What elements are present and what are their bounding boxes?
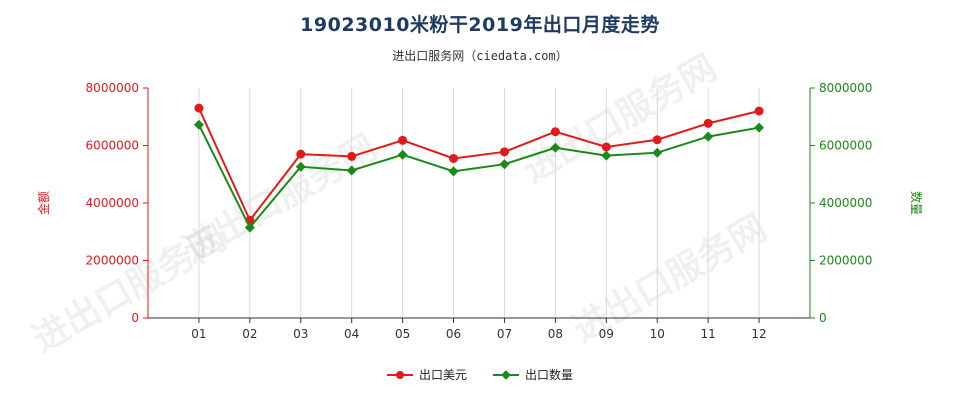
data-point-2[interactable]	[346, 165, 357, 176]
data-point-1[interactable]	[601, 142, 611, 152]
right-tick-label: 2000000	[819, 254, 872, 268]
x-tick-label: 03	[293, 327, 308, 341]
series-layer	[193, 103, 765, 233]
grid	[198, 88, 760, 318]
left-tick-label: 0	[131, 311, 139, 325]
axes: 0 2000000 4000000 6000000 8000000 0 2000000 400…	[36, 81, 924, 341]
left-tick-label: 2000000	[86, 254, 139, 268]
x-tick-label: 01	[191, 327, 206, 341]
x-tick-label: 11	[701, 327, 716, 341]
data-point-2[interactable]	[652, 147, 663, 158]
data-point-2[interactable]	[499, 159, 510, 170]
chart-subtitle: 进出口服务网（ciedata.com）	[392, 49, 568, 63]
legend-item-usd[interactable]: 出口美元	[386, 366, 467, 383]
series-line-1	[198, 107, 760, 223]
left-tick-label: 8000000	[86, 81, 139, 95]
legend-item-qty[interactable]: 出口数量	[493, 366, 573, 383]
left-tick-label: 4000000	[86, 196, 139, 210]
chart-title: 19023010米粉干2019年出口月度走势	[300, 14, 660, 36]
legend-swatch-usd	[386, 369, 413, 381]
x-tick-label: 06	[446, 327, 461, 341]
x-tick-label: 10	[650, 327, 665, 341]
data-point-1[interactable]	[398, 135, 408, 145]
legend-swatch-qty	[493, 369, 519, 381]
series-line-2	[198, 124, 760, 230]
x-tick-label: 04	[344, 327, 359, 341]
legend: 出口美元 出口数量	[0, 366, 960, 383]
data-point-2[interactable]	[550, 142, 561, 153]
right-tick-label: 8000000	[819, 81, 872, 95]
data-point-2[interactable]	[448, 166, 459, 177]
data-point-2[interactable]	[601, 150, 612, 161]
data-point-2[interactable]	[295, 161, 306, 172]
data-point-2[interactable]	[193, 119, 204, 130]
x-tick-label: 07	[497, 327, 512, 341]
data-point-1[interactable]	[754, 106, 764, 116]
data-point-2[interactable]	[397, 149, 408, 160]
data-point-1[interactable]	[449, 153, 459, 163]
data-point-1[interactable]	[499, 147, 509, 157]
data-point-2[interactable]	[244, 222, 255, 233]
right-axis-title: 数量	[909, 191, 924, 215]
x-tick-label: 08	[548, 327, 563, 341]
x-tick-label: 09	[599, 327, 614, 341]
left-axis-title: 金额	[36, 191, 51, 215]
data-point-2[interactable]	[703, 131, 714, 142]
data-point-1[interactable]	[296, 149, 306, 159]
x-tick-label: 05	[395, 327, 410, 341]
legend-label-usd: 出口美元	[418, 368, 467, 382]
data-point-1[interactable]	[703, 118, 713, 128]
data-point-2[interactable]	[754, 122, 765, 133]
data-point-1[interactable]	[347, 151, 357, 161]
x-tick-label: 12	[751, 327, 766, 341]
legend-label-qty: 出口数量	[525, 368, 574, 382]
data-point-1[interactable]	[550, 127, 560, 137]
right-tick-label: 6000000	[819, 139, 872, 153]
x-tick-label: 02	[242, 327, 257, 341]
right-tick-label: 4000000	[819, 196, 872, 210]
right-tick-label: 0	[819, 311, 827, 325]
data-point-1[interactable]	[652, 135, 662, 145]
data-point-1[interactable]	[194, 103, 204, 113]
left-tick-label: 6000000	[86, 139, 139, 153]
